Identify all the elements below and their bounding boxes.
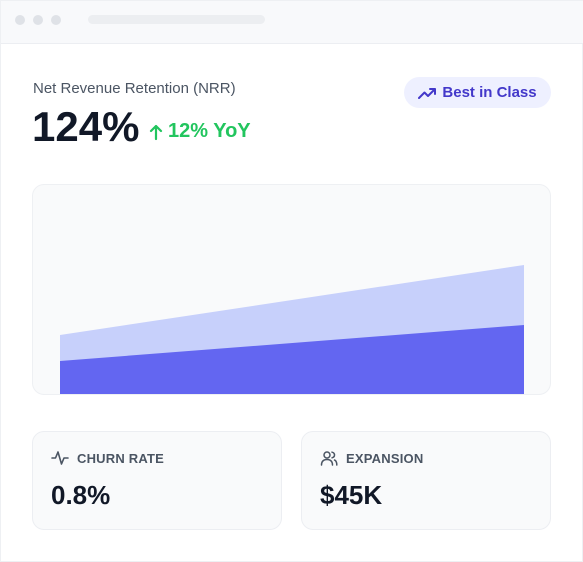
window-dot-maximize[interactable] [51,15,61,25]
stat-label: EXPANSION [346,450,424,466]
area-series-1 [60,325,524,394]
arrow-up-icon [149,124,163,140]
stat-value: 0.8% [51,480,111,510]
area-chart [32,184,551,395]
stat-card-churn: CHURN RATE 0.8% [32,431,282,530]
trending-up-icon [418,87,437,99]
address-bar[interactable] [88,15,265,24]
stat-header: CHURN RATE [51,450,164,466]
metric-delta-text: 12% YoY [168,120,251,142]
stat-header: EXPANSION [320,450,423,466]
status-badge: Best in Class [404,77,551,108]
status-badge-label: Best in Class [442,84,537,101]
window-dot-close[interactable] [15,15,25,25]
users-icon [320,451,338,466]
stat-value: $45K [320,480,383,510]
stat-card-expansion: EXPANSION $45K [301,431,551,530]
activity-icon [51,451,69,465]
window-dot-minimize[interactable] [33,15,43,25]
metric-value: 124% [32,103,140,150]
metric-delta: 12% YoY [148,120,251,143]
metric-label: Net Revenue Retention (NRR) [33,80,236,97]
stat-label: CHURN RATE [77,450,164,466]
chart-svg [60,265,524,394]
title-bar [1,1,583,44]
